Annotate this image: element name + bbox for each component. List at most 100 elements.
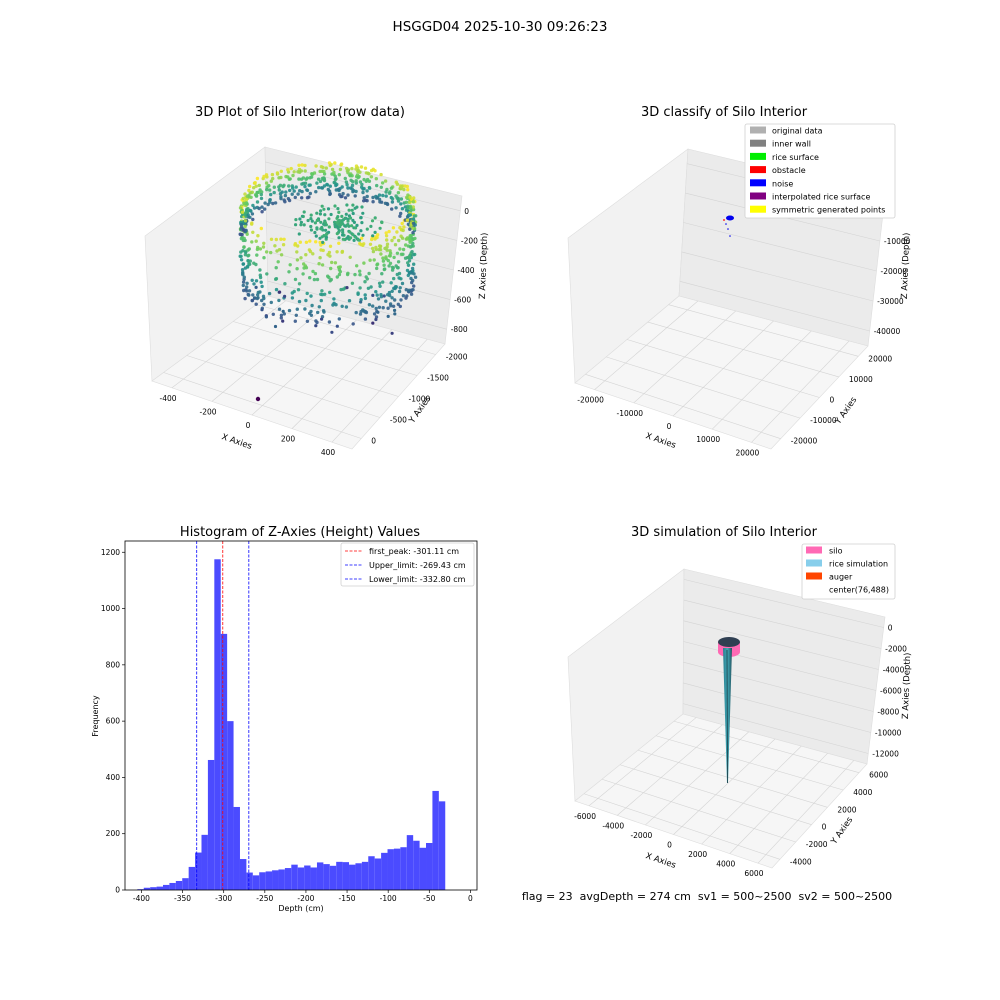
raw-point bbox=[392, 255, 396, 260]
raw-point bbox=[308, 183, 312, 187]
gridline bbox=[683, 682, 871, 733]
tick-label: 2000 bbox=[688, 850, 707, 859]
classify-zlabel: Z Axies (Depth) bbox=[900, 232, 912, 299]
raw-point bbox=[397, 238, 401, 243]
raw-surface-point bbox=[327, 225, 331, 229]
raw-point bbox=[246, 259, 250, 263]
simulation-gridlines bbox=[583, 579, 884, 864]
raw-point bbox=[304, 240, 309, 244]
raw-point bbox=[248, 208, 252, 213]
raw-surface-point bbox=[326, 207, 331, 211]
raw-point bbox=[247, 188, 251, 193]
histogram-axes-frame bbox=[124, 540, 478, 891]
raw-point bbox=[332, 297, 336, 301]
gridline bbox=[682, 703, 869, 754]
raw-point bbox=[254, 279, 259, 283]
tick-label: -2000 bbox=[630, 831, 652, 840]
raw-surface-point bbox=[319, 220, 323, 224]
raw-surface-point bbox=[333, 204, 337, 208]
raw-point bbox=[293, 319, 297, 323]
raw-deep-point bbox=[390, 331, 394, 335]
raw-point bbox=[346, 271, 350, 275]
tick-label: -20000 bbox=[881, 267, 908, 276]
raw-point bbox=[305, 188, 309, 192]
raw-point bbox=[269, 179, 273, 183]
raw-point bbox=[384, 190, 388, 194]
raw-surface-point bbox=[347, 208, 351, 212]
raw-point bbox=[252, 186, 256, 190]
tick-label: -4000 bbox=[602, 821, 624, 830]
classify-xlabel: X Axies bbox=[644, 431, 677, 451]
raw-surface-point bbox=[294, 223, 298, 227]
raw-deep-point bbox=[374, 317, 378, 322]
histogram-bar bbox=[304, 865, 311, 890]
histogram-x-ticks: -400 -350 -300 -250 -200 -150 -100 -50 0 bbox=[133, 890, 473, 903]
raw-point bbox=[279, 169, 283, 173]
legend-swatch bbox=[750, 205, 766, 213]
raw-point bbox=[379, 293, 383, 297]
raw-point bbox=[262, 296, 266, 301]
raw-point bbox=[381, 193, 385, 198]
raw-surface-point bbox=[336, 226, 340, 230]
raw-point bbox=[361, 187, 365, 191]
raw-point bbox=[260, 210, 264, 214]
raw-point bbox=[292, 189, 296, 193]
raw-point bbox=[255, 296, 259, 301]
raw-surface-point bbox=[294, 218, 298, 222]
tick-label: 0 bbox=[246, 421, 251, 430]
raw-point bbox=[294, 185, 298, 189]
raw-point bbox=[390, 200, 395, 204]
raw-point bbox=[295, 267, 299, 271]
raw-point bbox=[307, 195, 311, 199]
histogram-bar bbox=[156, 886, 163, 890]
raw-point bbox=[381, 256, 385, 260]
raw-point bbox=[412, 284, 416, 288]
raw-deep-point bbox=[264, 315, 268, 319]
raw-point bbox=[368, 242, 373, 246]
raw-surface-point bbox=[324, 228, 328, 232]
raw-point bbox=[279, 316, 283, 320]
raw-point bbox=[408, 254, 412, 258]
tick-label: -200 bbox=[461, 236, 478, 245]
raw-surface-point bbox=[352, 238, 356, 242]
legend-label: noise bbox=[772, 179, 793, 188]
raw-point bbox=[372, 258, 376, 262]
histogram-bar bbox=[400, 847, 407, 890]
raw-point bbox=[355, 264, 359, 268]
raw-point bbox=[319, 298, 323, 303]
raw-point bbox=[377, 281, 382, 285]
raw-point bbox=[376, 297, 381, 301]
raw-point bbox=[315, 320, 319, 325]
raw-point bbox=[330, 167, 335, 172]
histogram-bar bbox=[374, 858, 382, 890]
raw-point bbox=[259, 226, 263, 231]
raw-point bbox=[396, 260, 401, 264]
raw-point bbox=[328, 290, 332, 295]
raw-point bbox=[411, 253, 416, 257]
panel-classify-title: 3D classify of Silo Interior bbox=[641, 105, 808, 120]
gridline bbox=[588, 717, 697, 807]
raw-surface-point bbox=[315, 218, 319, 222]
raw-point bbox=[338, 270, 342, 274]
raw-point bbox=[319, 186, 324, 190]
raw-point bbox=[374, 290, 378, 294]
raw-point bbox=[371, 200, 375, 204]
raw-point bbox=[318, 169, 322, 174]
raw-point bbox=[408, 195, 412, 199]
raw-point bbox=[408, 240, 412, 244]
raw-point bbox=[398, 286, 402, 290]
legend-swatch bbox=[806, 572, 822, 580]
classify-noise-cluster bbox=[726, 215, 734, 221]
raw-point bbox=[378, 284, 382, 288]
raw-point bbox=[385, 202, 390, 207]
raw-point bbox=[244, 201, 249, 205]
gridline bbox=[757, 760, 855, 864]
raw-point bbox=[262, 241, 266, 245]
raw-surface-point bbox=[300, 214, 304, 218]
histogram-bar bbox=[284, 868, 292, 890]
classify-legend: original data inner wall rice surface obsta… bbox=[744, 123, 896, 219]
raw-point bbox=[288, 263, 292, 267]
simulation-xlabel: X Axies bbox=[644, 851, 677, 871]
histogram-bar bbox=[246, 872, 253, 890]
histogram-bar bbox=[406, 835, 414, 890]
